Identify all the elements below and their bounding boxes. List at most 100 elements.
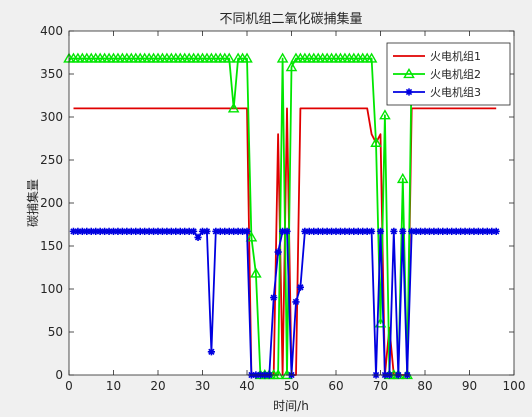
series-3-point: [216, 227, 224, 235]
legend-entry-1: 火电机组1: [393, 49, 481, 63]
series-3-point: [376, 227, 385, 235]
x-tick-label: 50: [284, 379, 299, 393]
series-3-point: [105, 227, 113, 235]
series-3-point: [323, 227, 331, 235]
series-3-point: [314, 227, 322, 235]
series-3-point: [292, 298, 300, 306]
series-3-point: [194, 233, 202, 241]
series-3-point: [305, 227, 313, 235]
series-3-point: [425, 227, 434, 235]
series-3-point: [92, 227, 100, 235]
y-tick-label: 150: [40, 239, 63, 253]
legend-entry-2: 火电机组2: [393, 67, 481, 81]
series-3-point: [230, 227, 238, 235]
series-3-point: [167, 227, 175, 235]
x-tick-label: 20: [150, 379, 165, 393]
series-3-point: [399, 227, 407, 235]
legend-label: 火电机组3: [430, 85, 481, 99]
y-tick-label: 100: [40, 282, 63, 296]
x-tick-label: 70: [373, 379, 388, 393]
series-3-point: [145, 227, 153, 235]
series-3-point: [363, 227, 371, 235]
series-3-point: [336, 227, 345, 235]
series-2: [63, 52, 418, 380]
series-3-point: [176, 227, 184, 235]
y-tick-label: 350: [40, 67, 63, 81]
series-3-point: [274, 248, 282, 256]
series-3-point: [430, 227, 438, 235]
y-tick-label: 400: [40, 24, 63, 38]
series-3-point: [132, 227, 140, 235]
legend-entry-3: 火电机组3: [393, 85, 481, 99]
series-3-point: [390, 227, 398, 235]
series-3-point: [296, 283, 304, 291]
series-3-point: [479, 227, 487, 235]
series-3-point: [483, 227, 491, 235]
series-2-point: [276, 52, 289, 63]
series-3-point: [452, 227, 460, 235]
series-3-point: [457, 227, 465, 235]
series-3-point: [448, 227, 456, 235]
x-tick-label: 30: [195, 379, 210, 393]
axes-layer: 0 10 20 30 40 50 60 70 80 90 100 0 50 100 150 200 250 300…: [40, 24, 525, 393]
series-3-point: [368, 227, 376, 235]
series-2-point: [241, 52, 253, 63]
series-3-point: [118, 227, 126, 235]
series-3-point: [270, 294, 278, 302]
series-3-point: [225, 227, 233, 235]
series-3-point: [190, 227, 198, 235]
series-3-point: [345, 227, 353, 235]
series-3-point: [172, 227, 180, 235]
series-3-point: [207, 348, 215, 356]
series-3-point: [243, 227, 251, 235]
series-2-point: [365, 52, 378, 63]
series-3-point: [212, 227, 220, 235]
x-tick-label: 0: [65, 379, 73, 393]
x-tick-label: 100: [503, 379, 526, 393]
series-3-point: [279, 227, 287, 235]
series-3-point: [416, 227, 425, 235]
series-3-point: [154, 227, 162, 235]
y-tick-label: 200: [40, 196, 63, 210]
x-tick-label: 10: [106, 379, 121, 393]
series-3-point: [74, 227, 82, 235]
series-2-point: [250, 267, 262, 278]
legend-label: 火电机组1: [430, 49, 481, 63]
series-3-point: [412, 227, 420, 235]
series-3-point: [78, 227, 86, 235]
series-3-point: [465, 227, 474, 235]
series-2-point: [379, 109, 391, 120]
series-3-point: [319, 227, 327, 235]
y-tick-label: 50: [48, 325, 63, 339]
series-2-point: [285, 61, 298, 72]
series-3-point: [181, 227, 189, 235]
series-2-point: [272, 368, 284, 380]
series-3-point: [123, 227, 131, 235]
series-3-point: [136, 227, 144, 235]
y-tick-label: 300: [40, 110, 63, 124]
series-3-point: [470, 227, 478, 235]
series-3-point: [238, 227, 247, 235]
series-2-point: [245, 231, 258, 242]
series-3-point: [301, 227, 309, 235]
series-2-point: [223, 52, 236, 63]
y-tick-label: 250: [40, 153, 63, 167]
series-3-point: [359, 227, 367, 235]
series-3-point: [434, 227, 442, 235]
series-3-point: [332, 227, 340, 235]
series-3-point: [341, 227, 349, 235]
series-3-point: [439, 227, 447, 235]
series-3-point: [203, 227, 211, 235]
series-3-point: [461, 227, 469, 235]
x-tick-label: 40: [239, 379, 254, 393]
series-3-point: [96, 227, 104, 235]
x-tick-label: 80: [417, 379, 432, 393]
series-2-point: [227, 102, 240, 113]
series-3-point: [158, 227, 167, 235]
series-3-point: [283, 227, 291, 235]
series-3-point: [354, 227, 362, 235]
x-axis-label: 时间/h: [273, 399, 309, 413]
x-tick-label: 60: [328, 379, 343, 393]
series-3-point: [149, 227, 158, 235]
